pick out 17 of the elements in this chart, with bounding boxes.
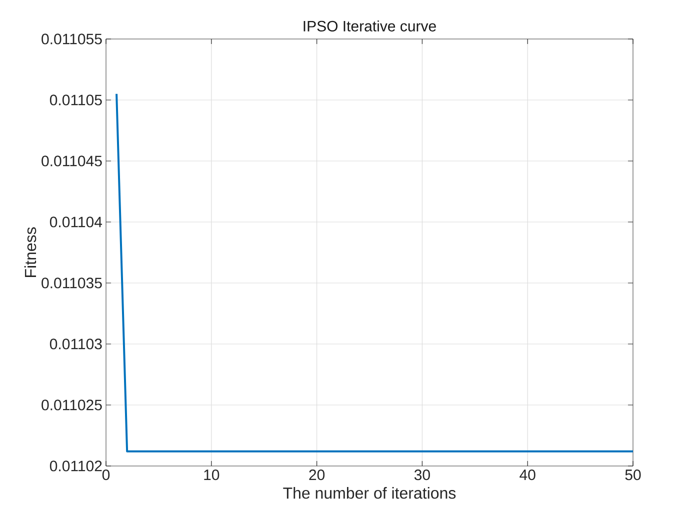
x-tick-label: 40 xyxy=(520,470,536,480)
y-tick-label: 0.01103 xyxy=(50,338,102,350)
y-tick-label: 0.01104 xyxy=(50,216,102,228)
x-tick-label: 0 xyxy=(102,470,110,480)
chart-title: IPSO Iterative curve xyxy=(304,20,436,32)
x-tick-label: 50 xyxy=(625,470,641,480)
x-tick-label: 30 xyxy=(414,470,430,480)
x-tick-label: 10 xyxy=(204,470,220,480)
y-tick-label: 0.01102 xyxy=(50,460,102,472)
y-axis-title: Fitness xyxy=(24,227,36,277)
y-tick-label: 0.011045 xyxy=(42,156,102,166)
x-tick-label: 20 xyxy=(309,470,325,480)
y-tick-label: 0.011055 xyxy=(42,34,102,44)
y-tick-label: 0.011025 xyxy=(42,400,102,410)
y-tick-label: 0.01105 xyxy=(50,94,102,106)
x-axis-title: The number of iterations xyxy=(283,487,456,499)
y-tick-label: 0.011035 xyxy=(42,278,102,288)
